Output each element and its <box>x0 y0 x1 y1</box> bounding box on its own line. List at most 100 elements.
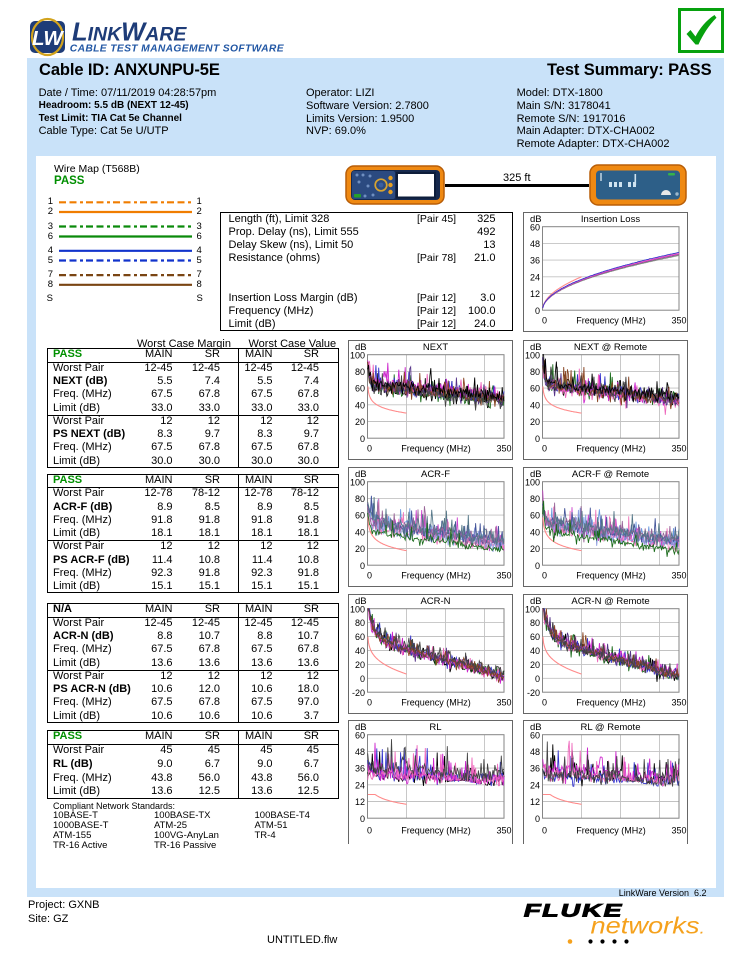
svg-text:dB: dB <box>355 342 367 353</box>
svg-text:dB: dB <box>355 469 367 480</box>
svg-text:350: 350 <box>671 443 686 453</box>
svg-text:20: 20 <box>354 417 364 427</box>
svg-text:40: 40 <box>530 646 540 656</box>
svg-text:0: 0 <box>542 698 547 708</box>
svg-text:40: 40 <box>354 646 364 656</box>
svg-text:48: 48 <box>529 239 539 249</box>
svg-text:100: 100 <box>349 605 364 615</box>
svg-text:0: 0 <box>535 674 540 684</box>
svg-text:Frequency (MHz): Frequency (MHz) <box>576 698 646 708</box>
svg-text:LW: LW <box>32 27 64 50</box>
svg-text:RL: RL <box>429 722 441 733</box>
svg-text:0: 0 <box>359 560 364 570</box>
svg-text:40: 40 <box>530 527 540 537</box>
svg-text:350: 350 <box>496 825 511 835</box>
svg-text:0: 0 <box>542 825 547 835</box>
svg-text:80: 80 <box>530 618 540 628</box>
svg-text:ACR-N @ Remote: ACR-N @ Remote <box>571 596 649 607</box>
svg-text:36: 36 <box>529 256 539 266</box>
svg-text:100: 100 <box>349 350 364 360</box>
svg-text:Frequency (MHz): Frequency (MHz) <box>576 443 646 453</box>
svg-text:12: 12 <box>529 289 539 299</box>
svg-text:60: 60 <box>530 730 540 740</box>
svg-text:0: 0 <box>359 674 364 684</box>
svg-text:ACR-F: ACR-F <box>420 469 449 480</box>
svg-text:60: 60 <box>354 632 364 642</box>
svg-text:0: 0 <box>366 570 371 580</box>
svg-text:80: 80 <box>530 367 540 377</box>
svg-text:60: 60 <box>529 222 539 232</box>
svg-text:0: 0 <box>366 825 371 835</box>
svg-text:Frequency (MHz): Frequency (MHz) <box>401 698 471 708</box>
svg-text:-20: -20 <box>351 688 364 698</box>
svg-text:80: 80 <box>354 618 364 628</box>
svg-text:20: 20 <box>530 544 540 554</box>
svg-text:Frequency (MHz): Frequency (MHz) <box>401 825 471 835</box>
svg-text:0: 0 <box>541 316 546 326</box>
svg-text:100: 100 <box>349 477 364 487</box>
svg-text:24: 24 <box>354 780 364 790</box>
svg-text:FLUKE: FLUKE <box>521 900 626 920</box>
svg-text:350: 350 <box>671 570 686 580</box>
svg-text:Frequency (MHz): Frequency (MHz) <box>576 316 646 326</box>
svg-text:ACR-F @ Remote: ACR-F @ Remote <box>572 469 649 480</box>
svg-text:NEXT @ Remote: NEXT @ Remote <box>574 342 647 353</box>
svg-text:60: 60 <box>354 510 364 520</box>
svg-text:24: 24 <box>530 780 540 790</box>
svg-text:350: 350 <box>496 570 511 580</box>
svg-text:dB: dB <box>530 214 542 225</box>
svg-text:0: 0 <box>366 698 371 708</box>
svg-text:100: 100 <box>525 477 540 487</box>
svg-text:80: 80 <box>530 494 540 504</box>
svg-text:350: 350 <box>671 698 686 708</box>
svg-text:dB: dB <box>530 469 542 480</box>
svg-text:40: 40 <box>530 400 540 410</box>
svg-text:60: 60 <box>530 383 540 393</box>
svg-text:20: 20 <box>354 660 364 670</box>
svg-text:0: 0 <box>535 433 540 443</box>
svg-text:60: 60 <box>354 730 364 740</box>
svg-text:350: 350 <box>671 316 686 326</box>
svg-text:0: 0 <box>366 443 371 453</box>
svg-text:48: 48 <box>530 747 540 757</box>
svg-text:dB: dB <box>530 722 542 733</box>
svg-text:350: 350 <box>496 698 511 708</box>
svg-text:0: 0 <box>542 570 547 580</box>
svg-text:0: 0 <box>535 560 540 570</box>
svg-text:80: 80 <box>354 494 364 504</box>
svg-text:RL @ Remote: RL @ Remote <box>581 722 641 733</box>
svg-text:60: 60 <box>354 383 364 393</box>
svg-text:100: 100 <box>525 350 540 360</box>
svg-text:CABLE TEST MANAGEMENT SOFTWARE: CABLE TEST MANAGEMENT SOFTWARE <box>70 44 285 55</box>
svg-text:Frequency (MHz): Frequency (MHz) <box>401 443 471 453</box>
svg-text:48: 48 <box>354 747 364 757</box>
svg-text:350: 350 <box>671 825 686 835</box>
svg-text:NEXT: NEXT <box>422 342 448 353</box>
svg-text:Frequency (MHz): Frequency (MHz) <box>576 570 646 580</box>
svg-text:20: 20 <box>354 544 364 554</box>
svg-text:Insertion Loss: Insertion Loss <box>580 214 639 225</box>
svg-text:60: 60 <box>530 632 540 642</box>
svg-text:80: 80 <box>354 367 364 377</box>
svg-text:Frequency (MHz): Frequency (MHz) <box>401 570 471 580</box>
svg-text:0: 0 <box>542 443 547 453</box>
svg-text:0: 0 <box>534 306 539 316</box>
svg-text:Frequency (MHz): Frequency (MHz) <box>576 825 646 835</box>
svg-text:36: 36 <box>530 763 540 773</box>
svg-text:12: 12 <box>530 797 540 807</box>
svg-text:350: 350 <box>496 443 511 453</box>
svg-text:20: 20 <box>530 660 540 670</box>
svg-text:0: 0 <box>359 433 364 443</box>
svg-text:40: 40 <box>354 400 364 410</box>
svg-text:20: 20 <box>530 417 540 427</box>
svg-text:dB: dB <box>530 342 542 353</box>
svg-text:-20: -20 <box>527 688 540 698</box>
svg-text:60: 60 <box>530 510 540 520</box>
svg-text:ACR-N: ACR-N <box>420 596 450 607</box>
svg-text:networks.: networks. <box>590 913 705 939</box>
svg-text:0: 0 <box>359 814 364 824</box>
svg-text:dB: dB <box>530 596 542 607</box>
svg-text:dB: dB <box>355 722 367 733</box>
svg-text:dB: dB <box>355 596 367 607</box>
svg-text:100: 100 <box>525 605 540 615</box>
